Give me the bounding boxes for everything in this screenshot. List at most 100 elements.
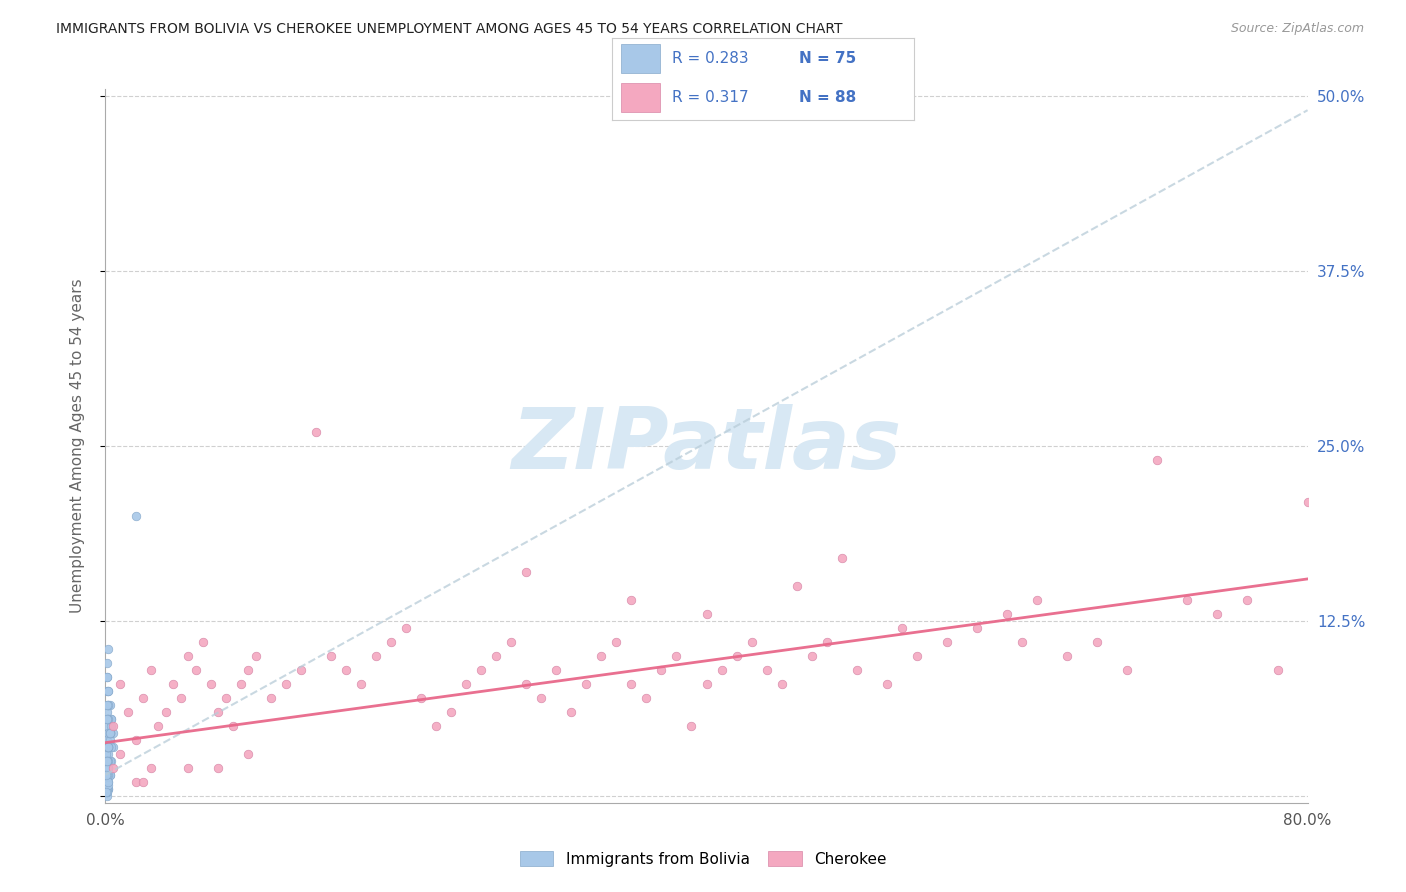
Point — [97, 739, 120, 754]
Point — [110, 677, 132, 691]
Point — [560, 705, 582, 719]
Point — [97, 726, 120, 740]
Point — [681, 719, 703, 733]
Point — [440, 705, 463, 719]
Point — [395, 621, 418, 635]
Point — [696, 677, 718, 691]
Point — [335, 663, 357, 677]
Point — [319, 648, 342, 663]
Point — [454, 677, 477, 691]
Point — [425, 719, 447, 733]
Point — [96, 761, 118, 775]
Point — [100, 712, 122, 726]
Point — [98, 726, 121, 740]
Point — [97, 698, 120, 712]
Text: IMMIGRANTS FROM BOLIVIA VS CHEROKEE UNEMPLOYMENT AMONG AGES 45 TO 54 YEARS CORRE: IMMIGRANTS FROM BOLIVIA VS CHEROKEE UNEM… — [56, 22, 842, 37]
Point — [96, 670, 118, 684]
Point — [97, 739, 120, 754]
Point — [100, 754, 122, 768]
Point — [831, 550, 853, 565]
Point — [207, 761, 229, 775]
Point — [96, 768, 118, 782]
Point — [96, 754, 118, 768]
Point — [470, 663, 492, 677]
Point — [350, 677, 373, 691]
Point — [97, 712, 120, 726]
Point — [214, 690, 236, 705]
Point — [97, 712, 120, 726]
Point — [96, 768, 118, 782]
Point — [936, 635, 959, 649]
Point — [101, 739, 124, 754]
Point — [97, 774, 120, 789]
Text: R = 0.283: R = 0.283 — [672, 51, 748, 66]
Point — [96, 698, 118, 712]
Point — [501, 635, 523, 649]
Point — [966, 621, 988, 635]
Point — [101, 719, 124, 733]
Point — [97, 739, 120, 754]
Point — [98, 726, 121, 740]
Point — [98, 754, 121, 768]
Point — [238, 747, 260, 761]
Point — [710, 663, 733, 677]
Y-axis label: Unemployment Among Ages 45 to 54 years: Unemployment Among Ages 45 to 54 years — [70, 278, 84, 614]
Point — [515, 565, 537, 579]
Point — [650, 663, 672, 677]
Point — [96, 754, 118, 768]
Point — [222, 719, 245, 733]
Point — [1056, 648, 1078, 663]
Point — [191, 635, 214, 649]
Point — [97, 761, 120, 775]
Point — [546, 663, 568, 677]
Point — [96, 754, 118, 768]
Point — [515, 677, 537, 691]
Point — [110, 747, 132, 761]
Point — [96, 684, 118, 698]
Point — [290, 663, 312, 677]
Point — [97, 698, 120, 712]
Point — [741, 635, 763, 649]
Point — [229, 677, 252, 691]
Point — [409, 690, 432, 705]
Point — [132, 774, 155, 789]
Point — [665, 648, 688, 663]
Point — [800, 648, 823, 663]
Point — [274, 677, 297, 691]
Bar — [620, 84, 659, 112]
Point — [98, 732, 121, 747]
Point — [98, 726, 121, 740]
Point — [97, 768, 120, 782]
Point — [1236, 593, 1258, 607]
Point — [200, 677, 222, 691]
Point — [238, 663, 260, 677]
Point — [124, 774, 146, 789]
Legend: Immigrants from Bolivia, Cherokee: Immigrants from Bolivia, Cherokee — [520, 851, 886, 866]
Point — [96, 739, 118, 754]
Point — [97, 684, 120, 698]
Point — [97, 761, 120, 775]
Point — [101, 761, 124, 775]
Point — [995, 607, 1018, 621]
Point — [132, 690, 155, 705]
Point — [184, 663, 207, 677]
Point — [1175, 593, 1198, 607]
Point — [96, 754, 118, 768]
Point — [100, 719, 122, 733]
Point — [96, 712, 118, 726]
Point — [97, 778, 120, 792]
Point — [97, 684, 120, 698]
Point — [177, 761, 200, 775]
Point — [575, 677, 598, 691]
Point — [1146, 453, 1168, 467]
Point — [260, 690, 283, 705]
Point — [98, 726, 121, 740]
Point — [98, 768, 121, 782]
Point — [101, 726, 124, 740]
Point — [96, 747, 118, 761]
Point — [97, 774, 120, 789]
Point — [605, 635, 627, 649]
Point — [876, 677, 898, 691]
Point — [96, 774, 118, 789]
Point — [96, 781, 118, 796]
